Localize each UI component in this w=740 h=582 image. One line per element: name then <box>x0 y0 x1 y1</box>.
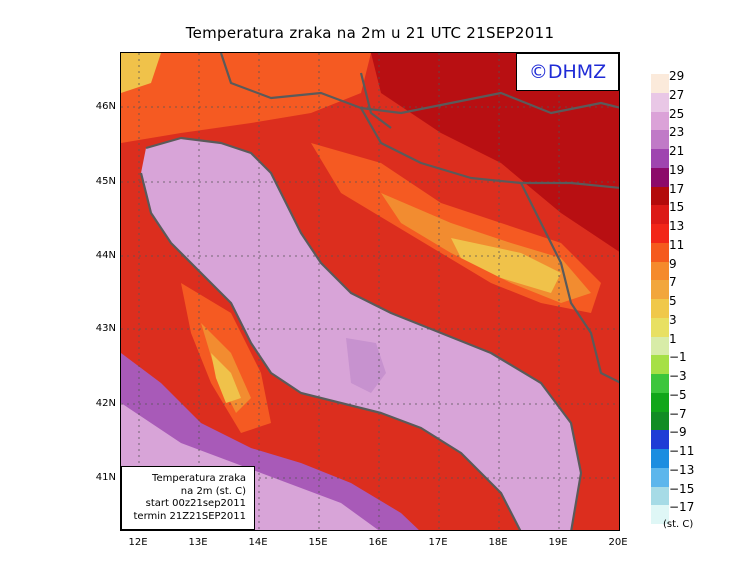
legend-label: 1 <box>669 331 677 346</box>
legend-swatch <box>651 449 669 468</box>
legend-swatch <box>651 374 669 393</box>
land-mild-north <box>121 53 371 143</box>
map-title: Temperatura zraka na 2m u 21 UTC 21SEP20… <box>185 24 555 42</box>
legend-swatch <box>651 111 669 131</box>
sea-warm-patch <box>346 338 386 393</box>
info-box: Temperatura zraka na 2m (st. C) start 00… <box>121 466 255 530</box>
x-tick-label: 18E <box>488 537 508 548</box>
x-tick-label: 15E <box>308 537 328 548</box>
x-tick-label: 12E <box>128 537 148 548</box>
legend-label: 19 <box>669 162 685 177</box>
y-tick-label: 41N <box>95 472 116 483</box>
y-tick-label: 46N <box>95 101 116 112</box>
legend-label: −1 <box>669 350 687 365</box>
legend-swatch <box>651 317 669 337</box>
legend-label: −7 <box>669 406 687 421</box>
legend-swatch <box>651 149 669 168</box>
legend-label: −13 <box>669 462 695 477</box>
legend-swatch <box>651 261 669 281</box>
legend-swatch <box>651 186 669 206</box>
legend-label: 5 <box>669 294 677 308</box>
grid-lines <box>121 53 619 530</box>
legend-label: −15 <box>669 481 695 496</box>
x-tick-label: 19E <box>548 537 568 548</box>
legend-label: 9 <box>669 256 677 271</box>
x-tick-label: 17E <box>428 537 448 548</box>
y-tick-label: 42N <box>95 398 116 409</box>
legend-label: 3 <box>669 312 677 327</box>
legend-swatch <box>651 167 669 187</box>
legend-swatch <box>651 92 669 112</box>
info-line-variable: Temperatura zraka <box>152 473 246 484</box>
legend-swatch <box>651 392 669 412</box>
legend-label: −5 <box>669 387 687 402</box>
land-cold-bosnia <box>451 238 561 293</box>
legend-label: −9 <box>669 425 687 440</box>
legend-swatch <box>651 130 669 149</box>
dhmz-logo: ©DHMZ <box>516 53 619 91</box>
legend-label: 23 <box>669 125 685 140</box>
adriatic-sea <box>141 138 581 530</box>
legend-label: −3 <box>669 369 687 383</box>
info-line-units: na 2m (st. C) <box>180 485 246 497</box>
legend-swatch <box>651 430 669 449</box>
legend-label: 17 <box>669 181 685 196</box>
y-tick-label: 44N <box>95 250 116 261</box>
legend-swatch <box>651 336 669 356</box>
legend-label: 29 <box>669 69 685 83</box>
legend-label: 27 <box>669 87 685 102</box>
legend-swatch <box>651 299 669 318</box>
legend-swatch <box>651 224 669 243</box>
y-tick-label: 45N <box>95 176 116 187</box>
legend-label: 7 <box>669 275 677 290</box>
legend-swatch <box>651 205 669 224</box>
legend-swatch <box>651 505 669 524</box>
info-line-start: start 00z21sep2011 <box>145 498 246 509</box>
coastlines-borders <box>139 53 619 530</box>
temperature-field <box>121 53 619 530</box>
land-cold-northwest <box>121 53 161 93</box>
y-tick-label: 43N <box>95 323 116 334</box>
legend-units: (st. C) <box>663 519 694 530</box>
land-cold-apennines <box>211 353 241 403</box>
legend-swatch <box>651 242 669 262</box>
x-tick-label: 13E <box>188 537 208 548</box>
land-hot-northeast <box>371 53 619 252</box>
x-tick-label: 20E <box>608 537 628 548</box>
x-tick-label: 14E <box>248 537 268 548</box>
legend-swatch <box>651 411 669 431</box>
legend-label: −11 <box>669 444 695 458</box>
legend-label: 15 <box>669 200 685 215</box>
legend-label: 11 <box>669 237 685 252</box>
legend-swatch <box>651 467 669 487</box>
temperature-map <box>120 52 620 531</box>
legend-swatch <box>651 74 669 93</box>
legend-label: 25 <box>669 106 685 121</box>
legend-label: 13 <box>669 219 685 233</box>
x-tick-label: 16E <box>368 537 388 548</box>
info-line-term: termin 21Z21SEP2011 <box>133 510 247 522</box>
legend-swatch <box>651 355 669 374</box>
legend-swatch <box>651 486 669 506</box>
legend-label: −17 <box>669 500 695 515</box>
legend-label: 21 <box>669 144 685 158</box>
legend-swatch <box>651 280 669 299</box>
